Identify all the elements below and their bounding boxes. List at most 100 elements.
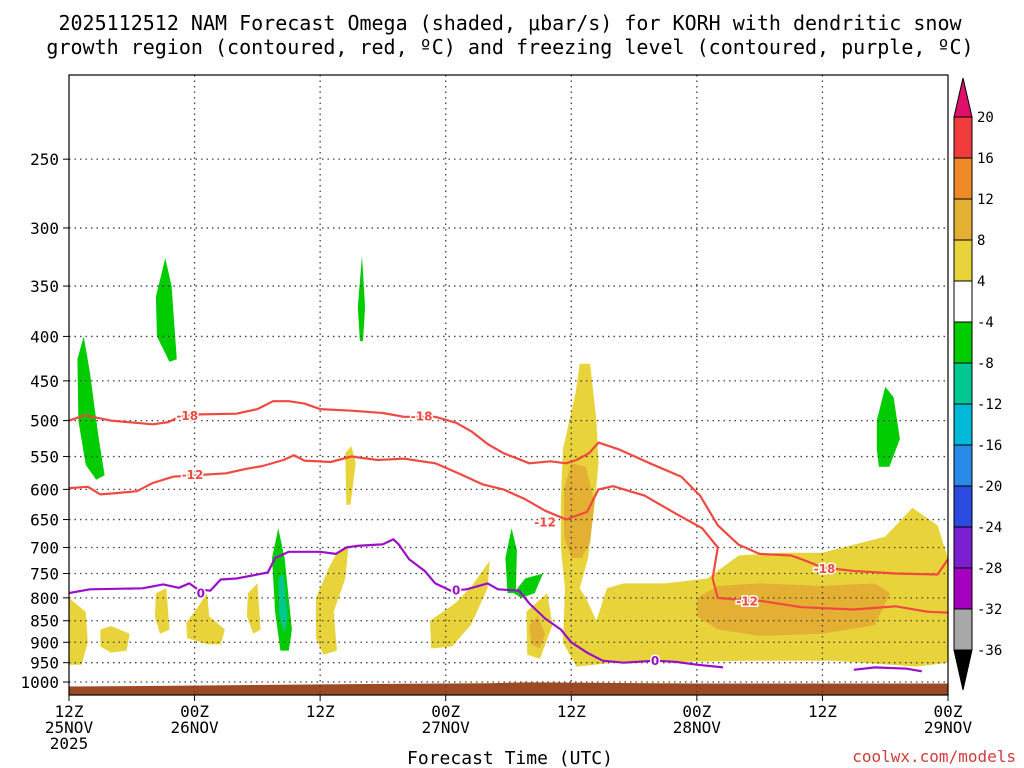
y-tick-label-950: 950 <box>30 654 59 673</box>
dgz-contour-18-line <box>68 400 949 576</box>
x-tick-label-48-0: 12Z <box>557 702 586 721</box>
freezing-contour-line <box>68 538 724 669</box>
contours: -18 -18 -18 -12 -12 -12 0 0 0 <box>68 400 949 673</box>
y-tick-label-350: 350 <box>30 277 59 296</box>
plot-frame <box>68 74 949 696</box>
y-tick-label-900: 900 <box>30 633 59 652</box>
y-tick-label-400: 400 <box>30 327 59 346</box>
x-tick-label-60-1: 28NOV <box>673 718 722 737</box>
y-tick-label-450: 450 <box>30 372 59 391</box>
omega-region-15 <box>430 560 490 649</box>
omega-region-6 <box>278 573 288 634</box>
omega-region-14 <box>345 446 356 505</box>
y-tick-label-1000: 1000 <box>20 673 59 692</box>
omega-region-2 <box>357 255 366 342</box>
colorbar-label-1: 16 <box>977 151 994 167</box>
x-tick-label-0-2: 2025 <box>50 734 89 753</box>
y-tick-label-650: 650 <box>30 511 59 530</box>
colorbar-label-4: 4 <box>977 274 985 290</box>
colorbar-seg-3 <box>953 239 973 282</box>
omega-region-7 <box>513 573 543 598</box>
colorbar-label-11: -28 <box>977 561 1002 577</box>
colorbar-seg-7 <box>953 403 973 446</box>
omega-region-4 <box>505 528 517 594</box>
colorbar-label-13: -36 <box>977 643 1002 659</box>
x-tick-label-84-0: 00Z <box>934 702 963 721</box>
x-tick-label-36-1: 27NOV <box>422 718 471 737</box>
dgz-contour-12-label-1: -12 <box>534 515 556 529</box>
y-tick-label-600: 600 <box>30 480 59 499</box>
y-axis-ticks: 250 300 350 400 450 500 550 600 650 700 750 800 850 9… <box>20 150 69 692</box>
colorbar-seg-1 <box>953 157 973 200</box>
x-tick-label-0-1: 25NOV <box>45 718 94 737</box>
colorbar-label-8: -16 <box>977 438 1002 454</box>
omega-region-11 <box>186 593 225 645</box>
x-tick-label-84-1: 29NOV <box>924 718 973 737</box>
colorbar-label-12: -32 <box>977 602 1002 618</box>
colorbar-seg-2 <box>953 198 973 241</box>
site-credit: coolwx.com/models <box>852 747 1016 766</box>
dgz-contour-18-label-1: -18 <box>411 410 433 424</box>
colorbar: 20 16 12 8 4 -4 -8 -12 -16 -20 -24 -28 -32 -36 <box>953 77 1002 691</box>
colorbar-seg-5 <box>953 321 973 364</box>
chart-title-line-2: growth region (contoured, red, ºC) and f… <box>46 35 973 59</box>
freezing-contour-label-1: 0 <box>452 583 460 597</box>
colorbar-label-5: -4 <box>977 315 994 331</box>
colorbar-label-6: -8 <box>977 356 994 372</box>
y-tick-label-750: 750 <box>30 565 59 584</box>
y-tick-label-800: 800 <box>30 589 59 608</box>
dgz-contour-12-label-2: -12 <box>736 595 758 609</box>
omega-region-1 <box>155 258 177 362</box>
dgz-contour-12-line <box>68 454 949 614</box>
colorbar-seg-0 <box>953 116 973 159</box>
omega-region-19 <box>529 616 546 649</box>
colorbar-seg-11 <box>953 567 973 610</box>
dgz-contour-18-label-2: -18 <box>814 562 836 576</box>
omega-region-10 <box>154 588 170 634</box>
y-tick-label-550: 550 <box>30 448 59 467</box>
colorbar-seg-10 <box>953 526 973 569</box>
omega-region-8 <box>69 597 88 665</box>
colorbar-seg-4 <box>953 280 973 323</box>
colorbar-label-2: 12 <box>977 192 994 208</box>
x-tick-label-0-0: 12Z <box>55 702 84 721</box>
ground-fill <box>69 682 948 695</box>
omega-region-13 <box>316 547 349 655</box>
omega-shading <box>69 255 948 667</box>
ground-surface <box>69 682 948 695</box>
y-tick-label-250: 250 <box>30 150 59 169</box>
dgz-contour-18-label-0: -18 <box>176 409 198 423</box>
y-tick-label-300: 300 <box>30 219 59 238</box>
colorbar-under <box>953 649 973 691</box>
colorbar-label-0: 20 <box>977 110 994 126</box>
freezing-contour-label-2: 0 <box>651 654 659 668</box>
x-tick-label-24-0: 12Z <box>306 702 335 721</box>
omega-region-20 <box>696 583 891 636</box>
omega-region-3 <box>876 386 900 467</box>
colorbar-label-10: -24 <box>977 520 1002 536</box>
y-tick-label-700: 700 <box>30 538 59 557</box>
y-tick-label-850: 850 <box>30 612 59 631</box>
omega-region-9 <box>100 626 130 653</box>
x-tick-label-60-0: 00Z <box>682 702 711 721</box>
x-tick-label-12-1: 26NOV <box>170 718 219 737</box>
colorbar-over <box>953 77 973 118</box>
y-tick-label-500: 500 <box>30 412 59 431</box>
omega-region-0 <box>77 336 105 480</box>
freezing-contour-2-line <box>853 666 922 673</box>
x-tick-label-36-0: 00Z <box>431 702 460 721</box>
colorbar-seg-6 <box>953 362 973 405</box>
chart-title-line-1: 2025112512 NAM Forecast Omega (shaded, μ… <box>58 11 962 35</box>
x-tick-label-72-0: 12Z <box>808 702 837 721</box>
colorbar-label-9: -20 <box>977 479 1002 495</box>
dgz-contour-12-label-0: -12 <box>182 468 204 482</box>
freezing-contour-label-0: 0 <box>197 587 205 601</box>
colorbar-seg-9 <box>953 485 973 528</box>
x-axis-label: Forecast Time (UTC) <box>407 748 613 768</box>
grid <box>69 75 948 695</box>
omega-region-18 <box>564 463 595 559</box>
colorbar-label-3: 8 <box>977 233 985 249</box>
x-tick-label-12-0: 00Z <box>180 702 209 721</box>
